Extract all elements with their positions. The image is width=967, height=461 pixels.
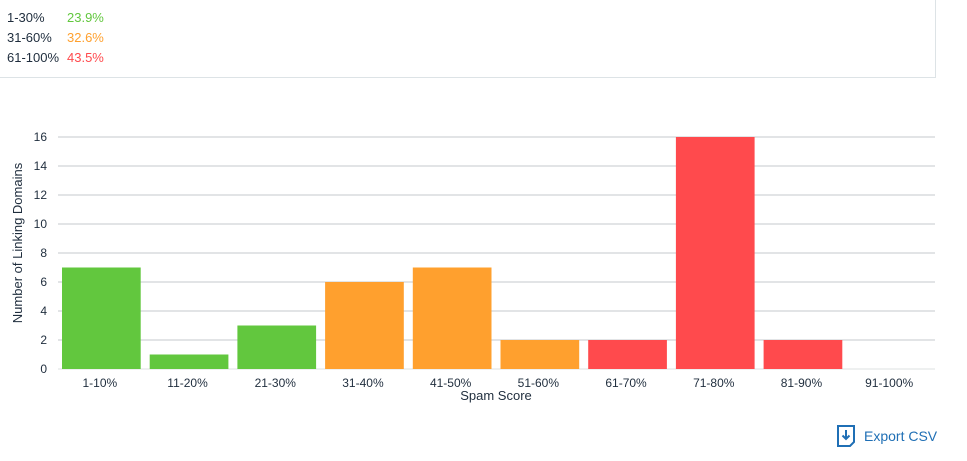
summary-percent: 23.9% xyxy=(67,10,104,25)
y-tick-label: 8 xyxy=(40,246,47,260)
bar-81-90%[interactable] xyxy=(763,340,843,369)
summary-percent: 32.6% xyxy=(67,30,104,45)
export-csv-label: Export CSV xyxy=(864,428,938,444)
y-tick-label: 2 xyxy=(40,333,47,347)
x-tick-label: 1-10% xyxy=(83,376,118,390)
summary-row: 31-60% 32.6% xyxy=(7,30,104,45)
y-tick-label: 16 xyxy=(34,130,48,144)
x-tick-label: 71-80% xyxy=(693,376,735,390)
summary-row: 1-30% 23.9% xyxy=(7,10,104,25)
x-tick-label: 31-40% xyxy=(342,376,384,390)
y-tick-label: 6 xyxy=(40,275,47,289)
export-csv-button[interactable]: Export CSV xyxy=(836,424,937,448)
bar-11-20%[interactable] xyxy=(149,354,229,370)
x-tick-label: 61-70% xyxy=(605,376,647,390)
x-tick-label: 51-60% xyxy=(518,376,560,390)
x-tick-label: 81-90% xyxy=(781,376,823,390)
download-file-icon xyxy=(837,425,855,447)
x-tick-label: 21-30% xyxy=(255,376,297,390)
x-axis-label: Spam Score xyxy=(460,388,532,403)
spam-score-bar-chart: 0 2 4 6 8 10 12 14 16 1-10% 11-20% 21-30% 31-40% 41-5… xyxy=(10,130,935,403)
summary-range: 31-60% xyxy=(7,30,52,45)
y-tick-label: 4 xyxy=(40,304,47,318)
x-tick-label: 41-50% xyxy=(430,376,472,390)
summary-range: 1-30% xyxy=(7,10,45,25)
bar-31-40%[interactable] xyxy=(325,282,404,369)
bar-21-30%[interactable] xyxy=(237,325,317,370)
y-tick-label: 10 xyxy=(34,217,48,231)
y-tick-label: 0 xyxy=(40,362,47,376)
bar-1-10%[interactable] xyxy=(62,267,141,370)
y-tick-label: 12 xyxy=(34,188,48,202)
y-tick-label: 14 xyxy=(34,159,48,173)
summary-row: 61-100% 43.5% xyxy=(7,50,104,65)
bar-71-80%[interactable] xyxy=(675,137,755,369)
x-tick-label: 91-100% xyxy=(865,376,913,390)
bar-61-70%[interactable] xyxy=(588,340,667,369)
bar-41-50%[interactable] xyxy=(412,267,492,370)
summary-range: 61-100% xyxy=(7,50,60,65)
summary-percent: 43.5% xyxy=(67,50,104,65)
x-tick-label: 11-20% xyxy=(167,376,208,390)
y-axis-label: Number of Linking Domains xyxy=(10,162,25,323)
bar-51-60%[interactable] xyxy=(500,340,580,369)
spam-score-summary: 1-30% 23.9% 31-60% 32.6% 61-100% 43.5% xyxy=(0,0,936,78)
